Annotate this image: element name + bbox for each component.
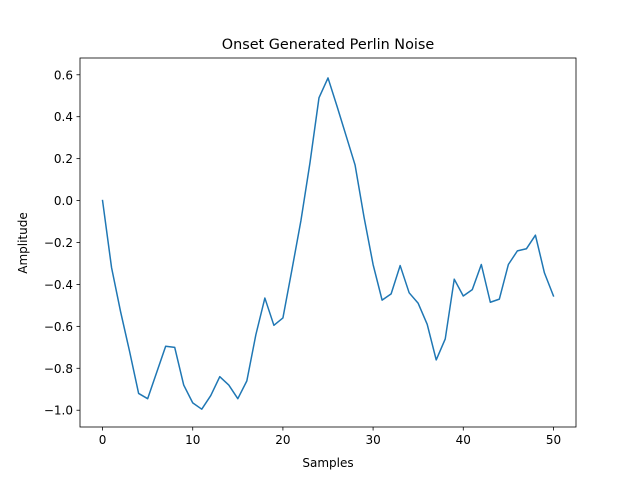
y-tick-label-8: 0.6 xyxy=(54,68,73,82)
x-axis-label: Samples xyxy=(302,456,353,470)
y-tick-label-3: −0.4 xyxy=(44,278,73,292)
plot-area: 0 10 20 30 40 50 −1.0 −0.8 −0.6 −0.4 −0.2 0.0 0.2 0.4… xyxy=(44,57,577,447)
chart-title: Onset Generated Perlin Noise xyxy=(222,37,435,53)
x-tick-label-40: 40 xyxy=(456,433,471,447)
series-line-0 xyxy=(101,77,555,410)
y-tick-label-7: 0.4 xyxy=(54,110,73,124)
y-axis-label: Amplitude xyxy=(16,212,30,274)
y-tick-label-0: −1.0 xyxy=(44,404,73,418)
y-tick-label-1: −0.8 xyxy=(44,362,73,376)
x-tick-label-10: 10 xyxy=(185,433,200,447)
x-tick-label-0: 0 xyxy=(99,433,107,447)
y-tick-label-2: −0.6 xyxy=(44,320,73,334)
y-tick-label-4: −0.2 xyxy=(44,236,73,250)
x-tick-label-50: 50 xyxy=(546,433,561,447)
y-tick-label-5: 0.0 xyxy=(54,194,73,208)
x-tick-label-20: 20 xyxy=(275,433,290,447)
x-tick-label-30: 30 xyxy=(365,433,380,447)
y-tick-label-6: 0.2 xyxy=(54,152,73,166)
